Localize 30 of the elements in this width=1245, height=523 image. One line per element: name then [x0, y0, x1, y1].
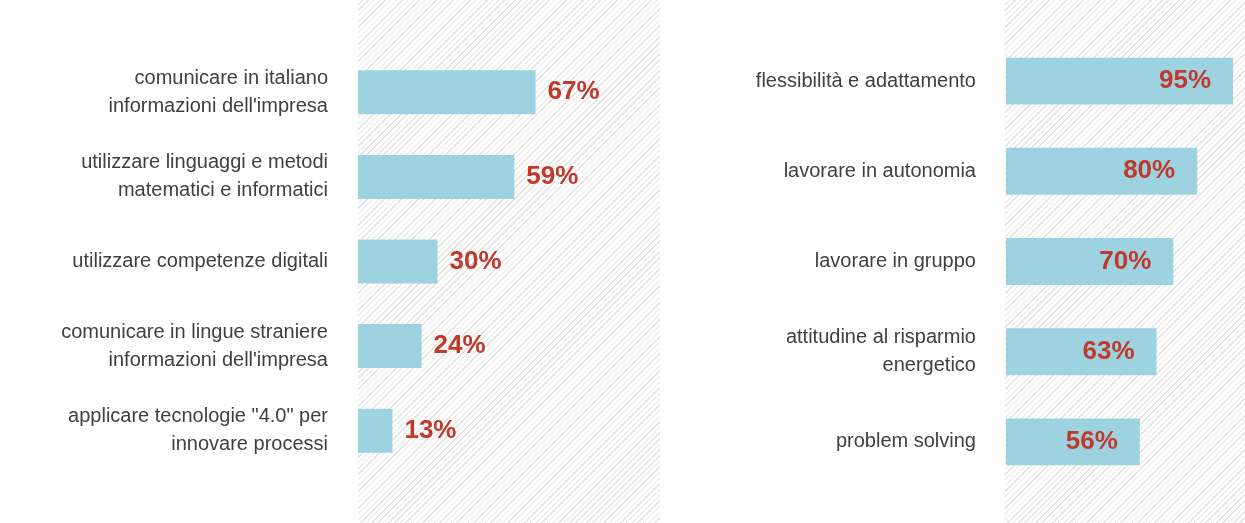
- y-tick-label: lavorare in gruppo: [814, 249, 976, 272]
- data-label: 63%: [1082, 334, 1135, 365]
- bar: [358, 239, 438, 284]
- bar: [358, 70, 536, 115]
- y-tick-label: utilizzare competenze digitali: [72, 249, 328, 272]
- data-label: 67%: [547, 75, 600, 106]
- data-label: 30%: [449, 244, 502, 275]
- y-tick-label: attitudine al risparmio energetico: [785, 325, 976, 376]
- data-label: 70%: [1099, 244, 1152, 275]
- bar: [358, 408, 393, 453]
- data-label: 56%: [1065, 425, 1118, 456]
- data-label: 13%: [404, 413, 457, 444]
- data-label: 80%: [1123, 154, 1176, 185]
- bar: [1006, 238, 1174, 285]
- y-tick-label: utilizzare linguaggi e metodi matematici e informatici: [81, 150, 328, 201]
- y-tick-label: flessibilità e adattamento: [755, 68, 976, 91]
- bar: [1006, 328, 1157, 376]
- y-tick-label: applicare tecnologie "4.0" per innovare processi: [68, 404, 329, 455]
- bar: [1006, 57, 1234, 105]
- data-label: 95%: [1159, 64, 1212, 95]
- data-label: 59%: [526, 160, 579, 191]
- y-tick-label: problem solving: [835, 429, 976, 452]
- y-tick-label: comunicare in lingue straniere informazioni dell'impresa: [61, 319, 329, 370]
- data-label: 24%: [433, 329, 486, 360]
- y-tick-label: lavorare in autonomia: [783, 158, 977, 181]
- y-tick-label: comunicare in italiano informazioni dell'impresa: [108, 65, 329, 116]
- bar: [358, 324, 422, 369]
- bar: [1006, 418, 1140, 466]
- bar: [1006, 147, 1198, 195]
- bar: [358, 154, 515, 199]
